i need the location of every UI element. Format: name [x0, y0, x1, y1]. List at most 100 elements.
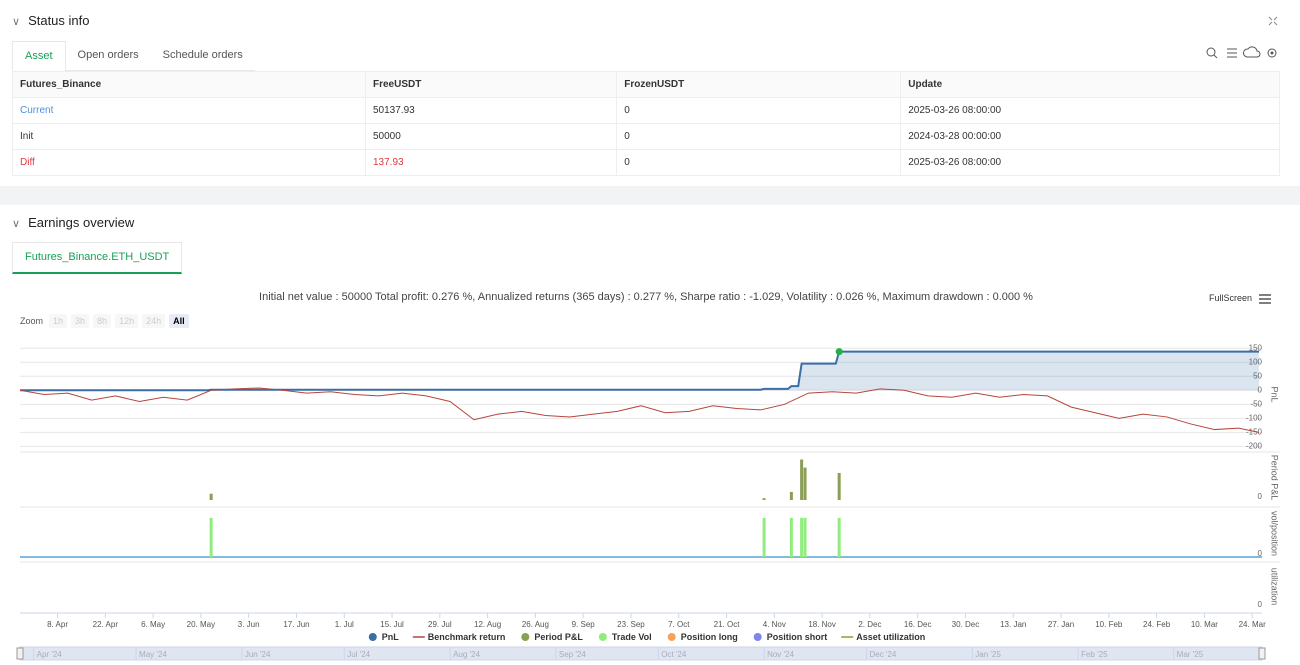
legend-label: Position short — [767, 632, 828, 642]
x-tick-label: 21. Oct — [714, 620, 741, 629]
status-header[interactable]: ∨ Status info — [12, 13, 90, 28]
table-cell: Diff — [12, 149, 366, 176]
menu-icon[interactable] — [1258, 293, 1272, 305]
table-cell: 50137.93 — [364, 97, 618, 124]
bar — [800, 517, 804, 557]
legend-label: Position long — [681, 632, 738, 642]
legend-label: Trade Vol — [612, 632, 652, 642]
x-tick-label: 13. Jan — [1000, 620, 1026, 629]
legend-item[interactable]: Period P&L — [521, 632, 583, 642]
legend-item[interactable]: PnL — [368, 632, 400, 642]
legend-item[interactable]: Benchmark return — [412, 632, 506, 642]
axis-title: Period P&L — [1270, 455, 1280, 501]
trade-marker — [835, 348, 843, 356]
status-tabs: Asset Open orders Schedule orders — [12, 41, 255, 72]
legend-marker — [667, 633, 676, 641]
legend-item[interactable]: Asset utilization — [841, 632, 925, 642]
y-tick-label: -200 — [1246, 441, 1263, 450]
navigator-handle — [16, 647, 24, 660]
zoom-bar: Zoom 1h 3h 8h 12h 24h All — [20, 314, 193, 328]
pnl-area — [20, 351, 1259, 391]
legend-marker — [753, 633, 762, 641]
table-cell: Init — [12, 123, 366, 150]
benchmark-line — [19, 387, 1260, 433]
legend-label: PnL — [382, 632, 400, 642]
bar — [209, 493, 213, 500]
bar — [837, 473, 841, 500]
x-tick-label: 27. Jan — [1048, 620, 1074, 629]
legend-marker — [521, 633, 530, 641]
zoom-button[interactable]: 24h — [142, 314, 166, 328]
y-tick-label: 150 — [1249, 343, 1263, 352]
x-tick-label: 2. Dec — [858, 620, 881, 629]
zoom-button[interactable]: 8h — [93, 314, 112, 328]
navigator — [19, 646, 1263, 661]
earnings-header[interactable]: ∨ Earnings overview — [12, 215, 135, 230]
table-cell: 0 — [616, 149, 902, 176]
tab[interactable]: Schedule orders — [150, 41, 255, 71]
tab[interactable]: Open orders — [65, 41, 151, 71]
y-tick-label: 0 — [1258, 492, 1263, 501]
legend-marker — [598, 633, 607, 641]
y-tick-label: -150 — [1246, 427, 1263, 436]
axis-title: vol/position — [1270, 511, 1280, 556]
asset-table: Futures_Binance FreeUSDT FrozenUSDT Update C… — [12, 71, 1280, 176]
pnl-line — [20, 350, 1259, 392]
navigator-label: Sep '24 — [559, 650, 586, 659]
tab[interactable]: Asset — [12, 41, 66, 72]
earnings-panel: ∨ Earnings overview Futures_Binance.ETH_U… — [0, 205, 1300, 665]
navigator-label: Mar '25 — [1177, 650, 1204, 659]
y-tick-label: 100 — [1249, 357, 1263, 366]
table-cell: 2025-03-26 08:00:00 — [900, 97, 1280, 124]
table-cell: 0 — [616, 123, 902, 150]
x-tick-label: 4. Nov — [763, 620, 786, 629]
x-tick-label: 30. Dec — [952, 620, 980, 629]
table-cell: 2024-03-28 00:00:00 — [900, 123, 1280, 150]
x-tick-label: 17. Jun — [283, 620, 309, 629]
table-cell: 137.93 — [364, 149, 618, 176]
y-tick-label: 0 — [1258, 600, 1263, 609]
column-header: Futures_Binance — [12, 71, 366, 98]
x-tick-label: 29. Jul — [428, 620, 452, 629]
x-tick-label: 10. Feb — [1095, 620, 1123, 629]
x-tick-label: 23. Sep — [617, 620, 645, 629]
x-tick-label: 24. Mar — [1239, 620, 1266, 629]
navigator-label: May '24 — [139, 650, 167, 659]
legend-item[interactable]: Trade Vol — [598, 632, 652, 642]
fullscreen-button[interactable]: FullScreen — [1209, 293, 1253, 303]
y-tick-label: -50 — [1250, 399, 1262, 408]
legend-item[interactable]: Position long — [667, 632, 738, 642]
x-tick-label: 16. Dec — [904, 620, 932, 629]
zoom-button[interactable]: 1h — [49, 314, 68, 328]
summary: Initial net value : 50000 Total profit: … — [259, 291, 1033, 303]
navigator-handle — [1258, 647, 1266, 660]
toolbar-icons[interactable] — [1205, 46, 1281, 62]
bar — [803, 467, 807, 500]
legend-item[interactable]: Position short — [753, 632, 828, 642]
earnings-title: Earnings overview — [28, 215, 135, 230]
x-tick-label: 8. Apr — [47, 620, 68, 629]
status-panel: ∨ Status info Asset Open orders Schedule or… — [0, 0, 1300, 186]
tab[interactable]: Futures_Binance.ETH_USDT — [12, 242, 183, 274]
column-header: FreeUSDT — [364, 71, 618, 98]
column-header: FrozenUSDT — [616, 71, 902, 98]
x-tick-label: 24. Feb — [1143, 620, 1171, 629]
navigator-label: Dec '24 — [869, 650, 896, 659]
table-cell: 50000 — [364, 123, 618, 150]
collapse-icon[interactable] — [1266, 14, 1280, 28]
x-tick-label: 9. Sep — [572, 620, 596, 629]
table-cell: Current — [12, 97, 366, 124]
legend: PnL Benchmark return Period P&L Trade Vol Po… — [368, 632, 925, 642]
zoom-button[interactable]: 3h — [71, 314, 90, 328]
x-tick-label: 7. Oct — [668, 620, 690, 629]
x-tick-label: 20. May — [187, 620, 215, 629]
x-tick-label: 18. Nov — [808, 620, 836, 629]
y-tick-label: -100 — [1246, 413, 1263, 422]
zoom-button[interactable]: 12h — [115, 314, 139, 328]
zoom-button[interactable]: All — [169, 314, 189, 328]
navigator-label: Jan '25 — [975, 650, 1001, 659]
x-tick-label: 6. May — [141, 620, 165, 629]
status-title: Status info — [28, 13, 90, 28]
navigator-label: Nov '24 — [767, 650, 794, 659]
column-header: Update — [900, 71, 1280, 98]
